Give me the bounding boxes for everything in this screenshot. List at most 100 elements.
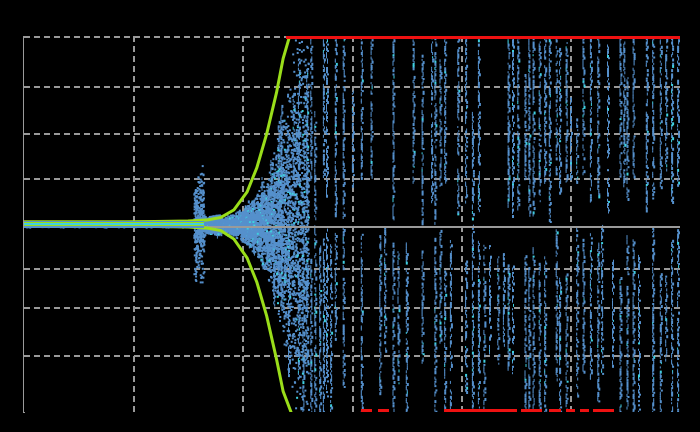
scatter-point [322, 96, 325, 100]
scatter-point [450, 276, 452, 280]
scatter-point [380, 362, 383, 365]
scatter-point [342, 92, 344, 96]
scatter-point [334, 237, 336, 241]
scatter-point [342, 231, 345, 234]
scatter-point [392, 376, 395, 380]
scatter-point [472, 300, 474, 303]
scatter-point [421, 145, 423, 149]
scatter-point [343, 343, 345, 347]
scatter-point [392, 251, 395, 255]
scatter-point [319, 249, 322, 253]
scatter-point [342, 45, 345, 48]
scatter-point [457, 53, 460, 57]
scatter-point [406, 329, 408, 333]
scatter-point [342, 277, 345, 281]
scatter-point [323, 73, 326, 77]
scatter-point [412, 110, 415, 114]
scatter-point [342, 284, 345, 287]
scatter-point [360, 319, 363, 323]
scatter-point [405, 370, 407, 374]
scatter-point [434, 278, 437, 281]
scatter-point [392, 357, 395, 361]
scatter-point [465, 337, 467, 341]
scatter-point [434, 221, 436, 225]
scatter-point [421, 299, 423, 303]
scatter-point [298, 295, 301, 299]
scatter-point [322, 408, 324, 412]
scatter-point [413, 75, 416, 79]
scatter-point [380, 341, 382, 345]
scatter-point [342, 307, 345, 310]
scatter-point [310, 150, 312, 153]
scatter-point [477, 145, 479, 149]
scatter-point [360, 98, 362, 102]
scatter-point [351, 135, 354, 139]
scatter-point [471, 211, 473, 214]
scatter-point [303, 368, 305, 372]
scatter-point [406, 346, 409, 350]
scatter-point [432, 157, 435, 161]
scatter-point [489, 319, 491, 322]
scatter-point [274, 270, 277, 273]
scatter-point [302, 323, 304, 327]
scatter-point [385, 294, 387, 298]
scatter-point [315, 233, 317, 236]
scatter-point [406, 391, 408, 395]
scatter-point [326, 309, 327, 313]
scatter-point [298, 336, 300, 339]
scatter-point [360, 88, 362, 91]
scatter-point [326, 158, 328, 161]
scatter-point [413, 118, 415, 122]
scatter-point [343, 177, 345, 181]
scatter-point [298, 284, 301, 288]
scatter-point [450, 261, 452, 265]
scatter-point [439, 272, 441, 275]
scatter-point [439, 255, 442, 259]
scatter-point [472, 324, 474, 328]
scatter-point [472, 129, 474, 133]
scatter-point [439, 176, 442, 179]
scatter-point [434, 111, 436, 115]
scatter-point [361, 402, 364, 405]
scatter-point [314, 185, 316, 188]
scatter-point [281, 277, 284, 279]
scatter-point [449, 240, 451, 243]
scatter-point [319, 313, 321, 317]
scatter-point [412, 112, 414, 115]
scatter-point [351, 127, 353, 129]
scatter-point [413, 90, 415, 94]
scatter-point [472, 213, 475, 217]
scatter-point [327, 96, 328, 100]
scatter-point [421, 69, 423, 73]
scatter-point [458, 172, 460, 176]
scatter-point [297, 118, 300, 121]
scatter-point [314, 181, 316, 184]
scatter-point [342, 124, 345, 128]
scatter-point [379, 269, 382, 272]
scatter-point [435, 350, 437, 353]
scatter-point [393, 135, 395, 139]
scatter-point [483, 363, 486, 366]
scatter-point [431, 66, 433, 69]
scatter-point [392, 272, 395, 275]
scatter-point [465, 200, 467, 204]
scatter-point [392, 175, 394, 179]
scatter-point [379, 264, 381, 267]
scatter-point [232, 234, 235, 237]
scatter-point [370, 52, 372, 56]
scatter-point [352, 139, 354, 142]
scatter-point [331, 406, 334, 410]
scatter-point [384, 319, 386, 323]
scatter-point [466, 386, 469, 390]
scatter-point [310, 404, 312, 408]
scatter-point [465, 358, 467, 362]
scatter-point [449, 257, 452, 260]
scatter-point [307, 94, 310, 98]
scatter-point [412, 144, 414, 148]
scatter-point [293, 148, 296, 151]
scatter-point [306, 143, 309, 147]
scatter-point [449, 252, 452, 256]
scatter-point [262, 181, 265, 184]
scatter-point [440, 104, 443, 107]
scatter-point [465, 39, 468, 43]
